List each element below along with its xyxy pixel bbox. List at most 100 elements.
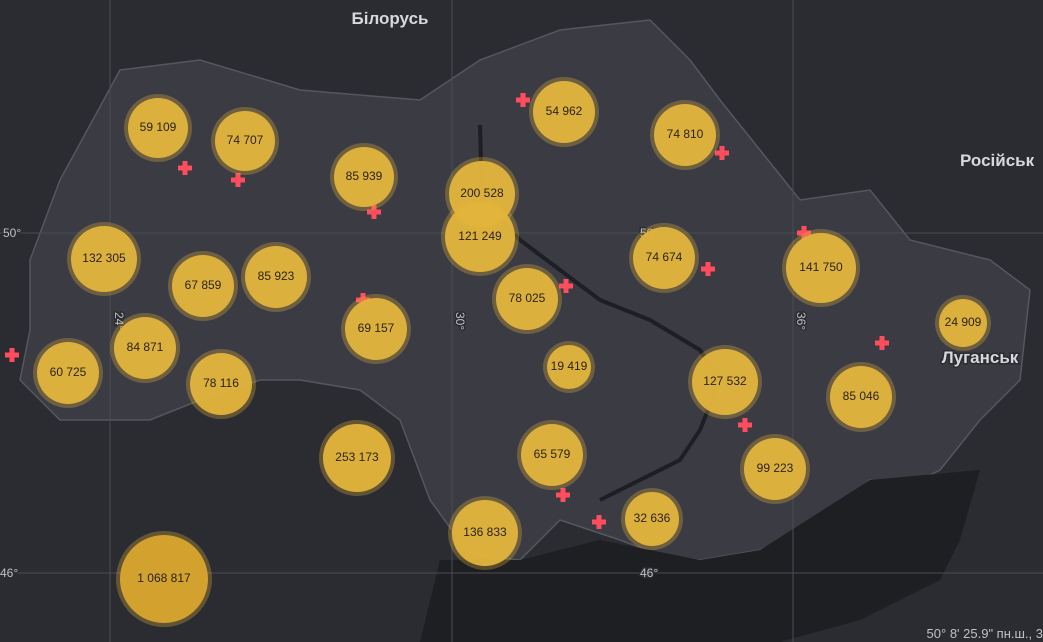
cluster-count: 84 871 bbox=[127, 340, 164, 354]
cluster-marker bbox=[744, 438, 806, 500]
cluster-marker bbox=[654, 104, 716, 166]
cluster-count: 24 909 bbox=[945, 315, 982, 329]
cluster-marker bbox=[37, 342, 99, 404]
cluster[interactable]: 24 909 bbox=[935, 295, 991, 351]
cluster-count: 74 810 bbox=[667, 127, 704, 141]
hospital-icon[interactable] bbox=[797, 226, 811, 240]
cluster[interactable]: 54 962 bbox=[529, 77, 599, 147]
cluster-count: 65 579 bbox=[534, 447, 571, 461]
cluster-count: 78 116 bbox=[203, 376, 239, 390]
cluster-marker bbox=[190, 353, 252, 415]
cluster[interactable]: 67 859 bbox=[168, 251, 238, 321]
hospital-icon[interactable] bbox=[516, 93, 530, 107]
cluster-count: 85 939 bbox=[346, 169, 383, 183]
cluster-marker bbox=[547, 345, 591, 389]
cluster-marker bbox=[128, 98, 188, 158]
cluster-count: 253 173 bbox=[335, 450, 379, 464]
cluster-count: 132 305 bbox=[82, 251, 126, 265]
cluster-marker bbox=[114, 317, 176, 379]
cluster[interactable]: 69 157 bbox=[341, 294, 411, 364]
cluster-marker bbox=[120, 535, 208, 623]
cluster-marker bbox=[786, 233, 856, 303]
cluster[interactable]: 136 833 bbox=[448, 496, 522, 570]
cluster-count: 59 109 bbox=[140, 120, 177, 134]
cluster[interactable]: 32 636 bbox=[621, 488, 683, 550]
cluster[interactable]: 253 173 bbox=[319, 420, 395, 496]
cluster-marker bbox=[633, 227, 695, 289]
cluster-marker bbox=[939, 299, 987, 347]
cluster[interactable]: 74 707 bbox=[211, 107, 279, 175]
cluster-marker bbox=[533, 81, 595, 143]
cluster[interactable]: 85 939 bbox=[330, 143, 398, 211]
cluster-marker bbox=[323, 424, 391, 492]
cluster-count: 69 157 bbox=[358, 321, 395, 335]
cluster[interactable]: 74 674 bbox=[629, 223, 699, 293]
cluster[interactable]: 59 109 bbox=[124, 94, 192, 162]
hospital-icon[interactable] bbox=[5, 348, 19, 362]
hospital-icon[interactable] bbox=[701, 262, 715, 276]
graticule-label: 46° bbox=[0, 566, 18, 580]
cluster-count: 136 833 bbox=[463, 525, 507, 539]
hospital-icon[interactable] bbox=[356, 293, 370, 307]
hospital-icon[interactable] bbox=[178, 161, 192, 175]
cluster-marker bbox=[445, 202, 515, 272]
cluster[interactable]: 141 750 bbox=[782, 229, 860, 307]
cluster-count: 99 223 bbox=[757, 461, 794, 475]
cluster[interactable]: 99 223 bbox=[740, 434, 810, 504]
cluster[interactable]: 127 532 bbox=[688, 345, 762, 419]
hospital-icon[interactable] bbox=[367, 205, 381, 219]
cluster[interactable]: 132 305 bbox=[67, 222, 141, 296]
cluster-marker bbox=[71, 226, 137, 292]
hospital-icon[interactable] bbox=[715, 146, 729, 160]
cluster[interactable]: 78 025 bbox=[492, 264, 562, 334]
cluster[interactable]: 19 419 bbox=[543, 341, 595, 393]
cluster-count: 74 707 bbox=[227, 133, 264, 147]
cluster-marker bbox=[830, 366, 892, 428]
cluster-count: 19 419 bbox=[551, 359, 588, 373]
cluster-count: 78 025 bbox=[509, 291, 546, 305]
cluster[interactable]: 78 116 bbox=[186, 349, 256, 419]
cluster-count: 200 528 bbox=[460, 186, 504, 200]
cluster-marker bbox=[245, 246, 307, 308]
hospital-icon[interactable] bbox=[738, 418, 752, 432]
hospital-icon[interactable] bbox=[592, 515, 606, 529]
cluster-marker bbox=[692, 349, 758, 415]
cluster[interactable]: 74 810 bbox=[650, 100, 720, 170]
cluster[interactable]: 65 579 bbox=[517, 420, 587, 490]
cluster-count: 85 923 bbox=[258, 269, 295, 283]
cluster-count: 141 750 bbox=[799, 260, 843, 274]
cluster-count: 1 068 817 bbox=[137, 571, 191, 585]
graticule-label: 50° bbox=[3, 226, 21, 240]
cluster-count: 74 674 bbox=[646, 250, 683, 264]
cluster-count: 32 636 bbox=[634, 511, 671, 525]
cluster[interactable]: 85 046 bbox=[826, 362, 896, 432]
country-label: Білорусь bbox=[352, 9, 429, 28]
graticule-label: 30° bbox=[453, 312, 467, 330]
cluster-count: 85 046 bbox=[843, 389, 880, 403]
cluster-marker bbox=[345, 298, 407, 360]
cluster[interactable]: 84 871 bbox=[110, 313, 180, 383]
cluster-marker bbox=[496, 268, 558, 330]
cluster-marker bbox=[625, 492, 679, 546]
graticule-label: 46° bbox=[640, 566, 658, 580]
cluster[interactable]: 60 725 bbox=[33, 338, 103, 408]
cluster-marker bbox=[334, 147, 394, 207]
cluster-count: 121 249 bbox=[458, 229, 502, 243]
cluster-marker bbox=[215, 111, 275, 171]
country-label: Російськ bbox=[960, 151, 1035, 170]
graticule-label: 36° bbox=[794, 312, 808, 330]
hospital-icon[interactable] bbox=[875, 336, 889, 350]
cluster[interactable]: 85 923 bbox=[241, 242, 311, 312]
cluster-marker bbox=[452, 500, 518, 566]
hospital-icon[interactable] bbox=[231, 173, 245, 187]
cluster-count: 60 725 bbox=[50, 365, 87, 379]
cluster-count: 67 859 bbox=[185, 278, 222, 292]
cluster[interactable]: 1 068 817 bbox=[116, 531, 212, 627]
cluster-count: 54 962 bbox=[546, 104, 583, 118]
cluster[interactable]: 121 249 bbox=[441, 198, 519, 276]
cluster-marker bbox=[521, 424, 583, 486]
hospital-icon[interactable] bbox=[556, 488, 570, 502]
hospital-icon[interactable] bbox=[559, 279, 573, 293]
cluster-count: 127 532 bbox=[703, 374, 747, 388]
